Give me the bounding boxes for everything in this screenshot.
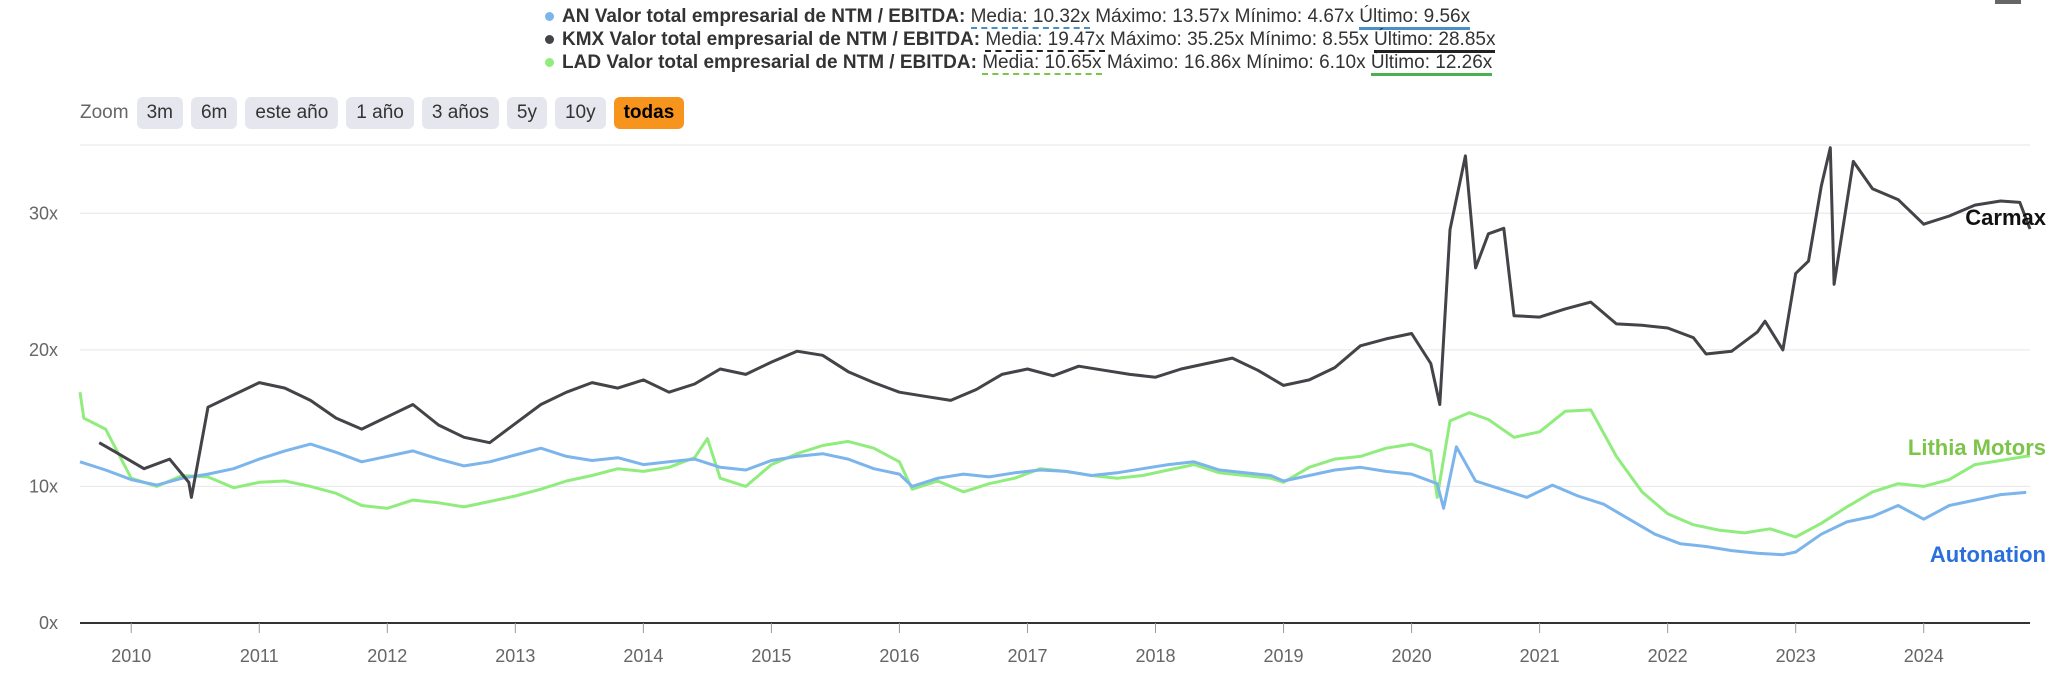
legend-ultimo: Último: 9.56x — [1359, 6, 1471, 30]
zoom-label: Zoom — [80, 102, 129, 123]
series-line-an — [79, 442, 2027, 557]
series-line-kmx — [98, 146, 2032, 499]
x-tick-label: 2022 — [1648, 646, 1688, 666]
menu-icon[interactable] — [1995, 0, 2021, 4]
zoom-button-ytd[interactable]: este año — [245, 97, 339, 129]
legend-series-name: LAD Valor total empresarial de NTM / EBI… — [562, 52, 977, 73]
x-tick-label: 2013 — [495, 646, 535, 666]
x-tick-label: 2012 — [367, 646, 407, 666]
x-tick-label: 2015 — [751, 646, 791, 666]
x-tick-label: 2014 — [623, 646, 663, 666]
legend-minimo: Mínimo: 4.67x — [1234, 6, 1354, 27]
legend-dot — [545, 35, 554, 45]
y-tick-label: 0x — [39, 613, 58, 633]
legend-item-lad[interactable]: LAD Valor total empresarial de NTM / EBI… — [545, 52, 1493, 76]
x-tick-label: 2011 — [240, 646, 279, 666]
legend-maximo: Máximo: 13.57x — [1095, 6, 1230, 27]
zoom-button-1y[interactable]: 1 año — [346, 97, 414, 129]
x-tick-label: 2020 — [1392, 646, 1432, 666]
legend-maximo: Máximo: 16.86x — [1106, 52, 1241, 73]
legend-media: Media: 10.65x — [982, 52, 1102, 75]
legend-minimo: Mínimo: 8.55x — [1249, 29, 1369, 50]
legend-ultimo: Último: 28.85x — [1374, 29, 1496, 53]
legend-dot — [545, 58, 554, 68]
zoom-button-3y[interactable]: 3 años — [421, 97, 499, 129]
y-tick-label: 30x — [29, 203, 58, 223]
zoom-button-3m[interactable]: 3m — [136, 97, 183, 129]
legend-item-an[interactable]: AN Valor total empresarial de NTM / EBIT… — [545, 6, 1471, 30]
legend-maximo: Máximo: 35.25x — [1110, 29, 1245, 50]
series-line-lad — [78, 391, 2031, 539]
x-tick-label: 2017 — [1007, 646, 1047, 666]
legend-minimo: Mínimo: 6.10x — [1246, 52, 1366, 73]
zoom-bar: Zoom 3m 6m este año 1 año 3 años 5y 10y … — [80, 96, 692, 130]
legend-item-kmx[interactable]: KMX Valor total empresarial de NTM / EBI… — [545, 29, 1496, 53]
legend-dot — [545, 12, 554, 22]
legend-media: Media: 10.32x — [970, 6, 1090, 29]
series-label-kmx: Carmax — [1965, 205, 2046, 230]
series-label-lad: Lithia Motors — [1908, 435, 2046, 460]
x-tick-label: 2023 — [1776, 646, 1816, 666]
zoom-button-6m[interactable]: 6m — [190, 97, 238, 129]
series-label-an: Autonation — [1930, 542, 2046, 567]
x-tick-label: 2021 — [1520, 646, 1560, 666]
x-tick-label: 2016 — [879, 646, 919, 666]
legend-media: Media: 19.47x — [985, 29, 1105, 52]
x-tick-label: 2024 — [1904, 646, 1944, 666]
zoom-button-all[interactable]: todas — [613, 97, 685, 129]
legend-ultimo: Último: 12.26x — [1370, 52, 1493, 76]
legend-series-name: AN Valor total empresarial de NTM / EBIT… — [562, 6, 966, 27]
zoom-button-5y[interactable]: 5y — [506, 97, 547, 129]
zoom-button-10y[interactable]: 10y — [554, 97, 606, 129]
x-tick-label: 2018 — [1135, 646, 1175, 666]
x-tick-label: 2010 — [111, 646, 151, 666]
y-tick-label: 20x — [29, 340, 58, 360]
x-tick-label: 2019 — [1264, 646, 1304, 666]
legend-series-name: KMX Valor total empresarial de NTM / EBI… — [562, 29, 981, 50]
y-tick-label: 10x — [29, 476, 58, 496]
